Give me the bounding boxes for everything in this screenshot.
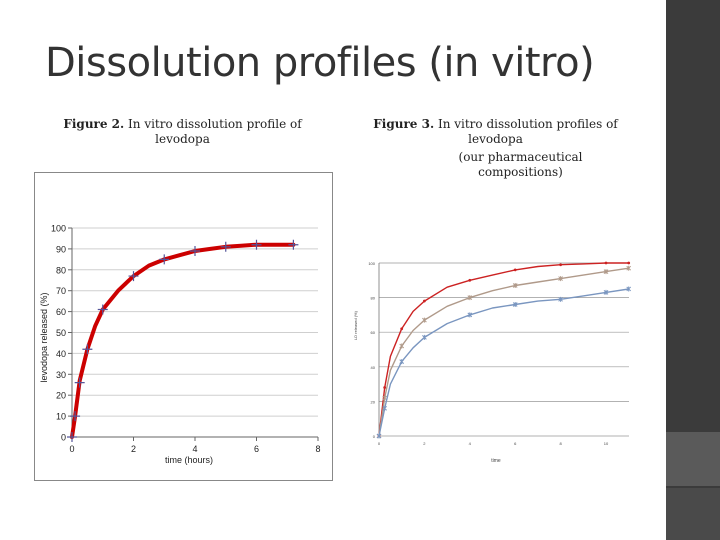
y-tick-label: 40 — [371, 365, 376, 370]
data-point — [513, 268, 517, 272]
data-point — [399, 359, 405, 365]
data-point — [603, 269, 609, 275]
data-point — [70, 411, 81, 422]
series-line — [70, 242, 296, 439]
slide-title: Dissolution profiles (in vitro) — [45, 40, 595, 86]
data-point — [467, 295, 473, 301]
data-point — [400, 327, 404, 331]
y-tick-label: 100 — [368, 261, 375, 266]
x-tick-label: 0 — [69, 444, 74, 454]
y-tick-label: 20 — [371, 399, 376, 404]
data-point — [159, 254, 170, 265]
y-tick-label: 80 — [371, 296, 376, 301]
x-tick-label: 8 — [315, 444, 320, 454]
data-point — [128, 271, 139, 282]
y-tick-label: 70 — [56, 286, 66, 296]
figure2-frame — [34, 172, 333, 481]
x-tick-label: 6 — [254, 444, 259, 454]
data-point — [468, 278, 472, 282]
figure3-caption-prefix: Figure 3. — [373, 117, 435, 131]
y-tick-label: 100 — [51, 224, 66, 234]
y-tick-label: 50 — [56, 328, 66, 338]
data-point — [604, 261, 608, 265]
x-tick-label: 2 — [131, 444, 136, 454]
y-axis-title: LD released (%) — [353, 310, 358, 340]
data-point — [626, 286, 632, 292]
data-point — [559, 263, 562, 267]
data-point — [512, 302, 518, 308]
side-bar-block-lower — [666, 488, 720, 540]
data-point — [382, 395, 388, 401]
y-tick-label: 60 — [56, 307, 66, 317]
data-point — [74, 377, 85, 388]
x-axis-title: time (hours) — [165, 455, 213, 465]
figure2-caption-text: In vitro dissolution profile of levodopa — [128, 117, 302, 146]
figure2-plot: 0 10 20 30 40 50 60 70 80 90 100 0 2 4 6 8 time (hours) l… — [39, 224, 321, 466]
data-point — [627, 261, 631, 265]
y-tick-label: 0 — [373, 434, 376, 439]
x-tick-label: 0 — [378, 441, 381, 446]
data-point — [626, 265, 632, 271]
figure2-caption-prefix: Figure 2. — [63, 117, 125, 131]
y-tick-label: 40 — [56, 349, 66, 359]
data-point — [67, 432, 77, 442]
x-tick-label: 4 — [469, 441, 472, 446]
figure3-caption-text: In vitro dissolution profiles of levodop… — [437, 117, 618, 146]
data-point — [422, 317, 427, 323]
figure3-caption-line3: (our pharmaceutical compositions) — [458, 150, 583, 179]
figure3-plot: 0 20 40 60 80 100 0 2 4 6 8 10 time LD released (%) — [353, 261, 632, 464]
data-point — [558, 296, 563, 302]
data-point — [288, 239, 299, 250]
series-line — [378, 262, 629, 437]
data-point — [376, 433, 382, 439]
data-point — [97, 304, 108, 315]
y-tick-label: 10 — [56, 412, 66, 422]
x-axis-title: time — [491, 458, 501, 464]
data-point — [423, 299, 426, 303]
data-point — [190, 245, 200, 256]
side-bar-block-upper — [666, 432, 720, 486]
data-point — [422, 334, 427, 340]
data-point — [467, 312, 473, 318]
x-tick-label: 6 — [514, 441, 517, 446]
data-point — [558, 276, 563, 282]
series-line — [378, 267, 629, 437]
series-line — [378, 288, 629, 437]
x-tick-label: 8 — [559, 441, 562, 446]
data-point — [251, 239, 262, 250]
data-point — [383, 386, 387, 389]
figure3-caption: Figure 3. In vitro dissolution profiles … — [368, 117, 623, 180]
y-tick-label: 90 — [56, 244, 66, 254]
slide-side-bar — [666, 0, 720, 540]
y-tick-label: 0 — [61, 433, 66, 443]
data-point — [603, 289, 609, 295]
y-axis-title: levodopa released (%) — [39, 292, 49, 382]
x-tick-label: 4 — [192, 444, 197, 454]
y-tick-label: 60 — [371, 330, 376, 335]
data-point — [399, 343, 405, 349]
x-tick-label: 2 — [423, 441, 426, 446]
data-point — [382, 405, 388, 411]
y-tick-label: 20 — [56, 391, 66, 401]
y-tick-label: 30 — [56, 370, 66, 380]
x-tick-label: 10 — [604, 441, 609, 446]
data-point — [220, 241, 231, 252]
data-point — [512, 282, 518, 288]
y-tick-label: 80 — [56, 265, 66, 275]
data-point — [82, 344, 93, 355]
figure2-caption: Figure 2. In vitro dissolution profile o… — [55, 117, 310, 147]
